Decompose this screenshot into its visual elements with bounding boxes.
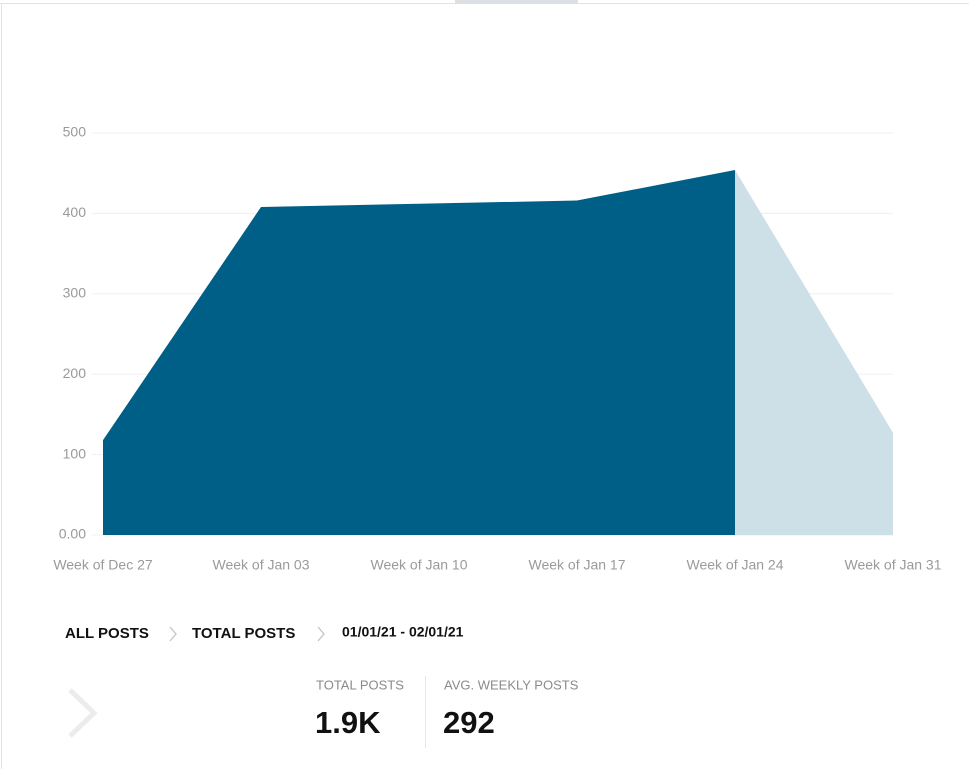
chart: 0.00 100 200 300 400 500 Week of Dec 27 Week of… — [53, 124, 941, 573]
breadcrumb[interactable]: ALL POSTS — [65, 625, 149, 642]
x-tick-label: Week of Jan 03 — [212, 557, 309, 573]
breadcrumb: 01/01/21 - 02/01/21 — [342, 624, 464, 640]
x-tick-label: Week of Dec 27 — [53, 557, 153, 573]
stat-value: 1.9K — [315, 705, 381, 740]
y-tick-label: 400 — [63, 204, 87, 220]
y-tick-label: 200 — [63, 365, 87, 381]
x-tick-label: Week of Jan 24 — [686, 557, 783, 573]
breadcrumb[interactable]: TOTAL POSTS — [192, 625, 295, 642]
area — [103, 169, 735, 535]
area — [735, 169, 893, 535]
stat-value: 292 — [443, 705, 495, 740]
breadcrumb-separator — [169, 626, 177, 642]
y-tick-label: 500 — [63, 124, 87, 140]
x-tick-label: Week of Jan 17 — [528, 557, 625, 573]
x-tick-label: Week of Jan 31 — [844, 557, 941, 573]
stat-label: AVG. WEEKLY POSTS — [444, 677, 579, 692]
stat-label: TOTAL POSTS — [316, 677, 404, 692]
x-tick-label: Week of Jan 10 — [370, 557, 467, 573]
tab-indicator — [455, 0, 578, 4]
y-tick-label: 0.00 — [59, 526, 86, 542]
breadcrumb-separator — [317, 626, 325, 642]
nav-arrow[interactable] — [68, 688, 98, 738]
y-tick-label: 300 — [63, 285, 87, 301]
y-tick-label: 100 — [63, 445, 87, 461]
